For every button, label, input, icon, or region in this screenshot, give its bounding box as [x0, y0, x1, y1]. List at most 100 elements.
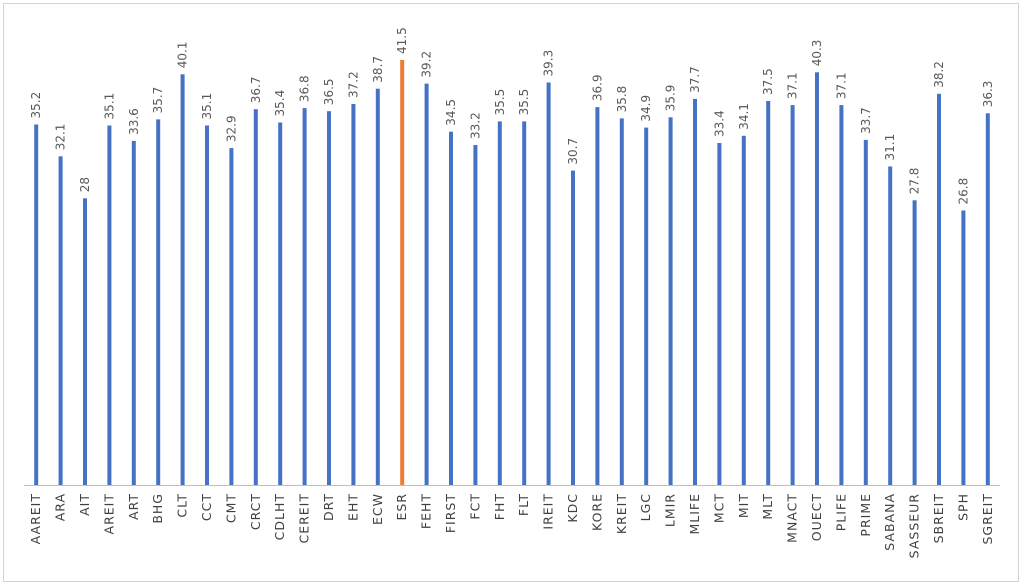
value-label-ara: 32.1 — [54, 124, 68, 151]
value-label-kdc: 30.7 — [566, 138, 580, 165]
category-label-bhg: BHG — [150, 493, 165, 524]
value-label-first: 34.5 — [444, 99, 458, 126]
value-label-sbreit: 38.2 — [932, 61, 946, 88]
bar-kdc — [571, 170, 575, 485]
bar-mct — [717, 143, 722, 485]
value-label-lgc: 34.9 — [639, 95, 653, 122]
category-label-mlt: MLT — [760, 493, 775, 520]
bar-mlife — [693, 98, 697, 486]
category-label-ait: AIT — [77, 493, 92, 516]
bar-ireit — [546, 82, 551, 485]
value-label-esr: 41.5 — [395, 27, 409, 54]
category-label-cdlht: CDLHT — [272, 493, 287, 540]
category-label-kore: KORE — [589, 493, 604, 531]
bar-art — [131, 140, 136, 485]
bars-group — [34, 60, 990, 486]
category-label-drt: DRT — [321, 493, 336, 521]
value-label-mnact: 37.1 — [786, 72, 800, 99]
bar-cdlht — [278, 122, 283, 485]
category-label-mnact: MNACT — [785, 493, 800, 543]
bar-fct — [473, 145, 478, 485]
value-label-cereit: 36.8 — [298, 75, 312, 102]
category-label-mit: MIT — [736, 493, 751, 518]
category-label-cereit: CEREIT — [297, 493, 312, 544]
bar-sbreit — [937, 93, 941, 486]
bar-ouect — [815, 72, 819, 486]
value-label-kreit: 35.8 — [615, 86, 629, 113]
bar-lgc — [644, 127, 649, 485]
value-label-ecw: 38.7 — [371, 56, 385, 83]
value-label-bhg: 35.7 — [151, 87, 165, 114]
category-label-flt: FLT — [516, 493, 531, 516]
category-label-lmir: LMIR — [663, 493, 678, 527]
category-label-clt: CLT — [175, 493, 190, 518]
category-label-kreit: KREIT — [614, 493, 629, 534]
value-label-mct: 33.4 — [712, 110, 726, 137]
bar-ecw — [375, 88, 380, 485]
bar-plife — [839, 105, 844, 485]
bar-chart: 35.2 32.1 28 35.1 33.6 35.7 40.1 35.1 32.9 36.7 35… — [24, 27, 1000, 558]
category-label-sgreit: SGREIT — [980, 493, 995, 545]
value-label-kore: 36.9 — [590, 74, 604, 101]
category-label-ireit: IREIT — [541, 493, 556, 530]
value-label-sasseur: 27.8 — [908, 168, 922, 195]
bar-first — [449, 131, 453, 485]
category-label-areit: AREIT — [101, 493, 116, 534]
value-label-sph: 26.8 — [956, 178, 970, 205]
value-label-prime: 33.7 — [859, 107, 873, 134]
bar-areit — [107, 125, 112, 485]
bar-sph — [961, 210, 966, 485]
bar-cct — [205, 125, 209, 485]
bar-mlt — [766, 101, 771, 485]
bar-kreit — [619, 118, 624, 486]
category-labels-group: AAREIT ARA AIT AREIT ART BHG CLT CCT CMT CRCT CDLH… — [28, 493, 995, 558]
bar-sasseur — [912, 200, 917, 486]
value-label-areit: 35.1 — [102, 93, 116, 120]
bar-mnact — [790, 105, 795, 485]
value-label-fht: 35.5 — [493, 89, 507, 116]
category-label-lgc: LGC — [638, 493, 653, 521]
category-label-ouect: OUECT — [809, 493, 824, 541]
value-label-cmt: 32.9 — [224, 115, 238, 142]
bar-bhg — [156, 119, 161, 486]
bar-eht — [351, 104, 356, 485]
category-label-fct: FCT — [467, 493, 482, 520]
value-label-flt: 35.5 — [517, 89, 531, 116]
bar-cmt — [229, 148, 234, 485]
bar-cereit — [302, 108, 307, 485]
value-label-cct: 35.1 — [200, 93, 214, 120]
category-label-cmt: CMT — [223, 493, 238, 523]
category-label-mlife: MLIFE — [687, 493, 702, 535]
category-label-cct: CCT — [199, 493, 214, 521]
category-label-crct: CRCT — [248, 493, 263, 530]
chart-frame: 35.2 32.1 28 35.1 33.6 35.7 40.1 35.1 32.9 36.7 35… — [3, 3, 1019, 582]
bar-esr — [400, 60, 405, 485]
value-label-cdlht: 35.4 — [273, 90, 287, 117]
category-label-sbreit: SBREIT — [931, 493, 946, 543]
bar-fht — [497, 121, 502, 486]
value-label-mit: 34.1 — [737, 103, 751, 130]
bar-crct — [253, 109, 258, 485]
value-label-fct: 33.2 — [468, 112, 482, 139]
value-label-mlife: 37.7 — [688, 66, 702, 93]
category-label-esr: ESR — [394, 493, 409, 521]
value-label-feht: 39.2 — [420, 51, 434, 78]
category-label-prime: PRIME — [858, 493, 873, 537]
bar-prime — [863, 139, 868, 485]
value-label-clt: 40.1 — [176, 42, 190, 69]
bar-flt — [522, 121, 527, 486]
category-label-feht: FEHT — [419, 493, 434, 529]
category-label-sasseur: SASSEUR — [907, 493, 922, 558]
category-label-sph: SPH — [955, 493, 970, 521]
category-label-aareit: AAREIT — [28, 493, 43, 544]
value-label-eht: 37.2 — [346, 71, 360, 98]
value-label-mlt: 37.5 — [761, 68, 775, 95]
value-label-aareit: 35.2 — [29, 92, 43, 119]
value-label-art: 33.6 — [127, 108, 141, 135]
bar-drt — [327, 111, 331, 485]
value-label-sgreit: 36.3 — [981, 81, 995, 108]
bar-mit — [741, 135, 746, 486]
value-label-crct: 36.7 — [249, 76, 263, 103]
category-label-fht: FHT — [492, 493, 507, 520]
category-label-eht: EHT — [345, 493, 360, 521]
